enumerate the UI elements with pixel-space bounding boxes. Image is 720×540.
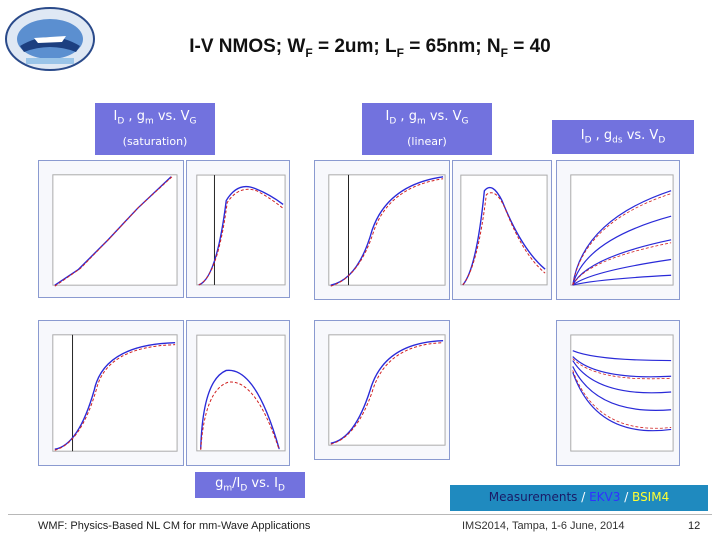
footer-divider [8, 514, 712, 515]
header-gm-over-id: gm/ID vs. ID [195, 472, 305, 498]
plot-id-lin-log [314, 320, 450, 460]
header-saturation-note: (saturation) [122, 134, 188, 148]
plot-id-lin [314, 160, 450, 300]
header-linear: ID , gm vs. VG (linear) [362, 103, 492, 155]
plot-gmid-vg [186, 320, 290, 466]
plot-gm-sat [186, 160, 290, 298]
legend-measurements: Measurements [488, 490, 578, 504]
slide-title: I-V NMOS; WF = 2um; LF = 65nm; NF = 40 [189, 36, 551, 60]
page-number: 12 [688, 520, 701, 532]
header-output: ID , gds vs. VD [552, 120, 694, 154]
header-linear-note: (linear) [407, 134, 447, 148]
plot-id-sat [38, 160, 184, 298]
footer-conference: IMS2014, Tampa, 1-6 June, 2014 [462, 520, 625, 532]
footer-workshop: WMF: Physics-Based NL CM for mm-Wave App… [38, 520, 311, 532]
plot-id-sat-log [38, 320, 184, 466]
plot-id-vd [556, 160, 680, 300]
legend-ekv3: EKV3 [589, 490, 621, 504]
legend-bsim4: BSIM4 [632, 490, 670, 504]
conference-logo [4, 6, 96, 72]
header-saturation: ID , gm vs. VG (saturation) [95, 103, 215, 155]
plot-gds-vd [556, 320, 680, 466]
plot-gm-lin [452, 160, 552, 300]
legend-box: Measurements / EKV3 / BSIM4 [450, 485, 708, 511]
